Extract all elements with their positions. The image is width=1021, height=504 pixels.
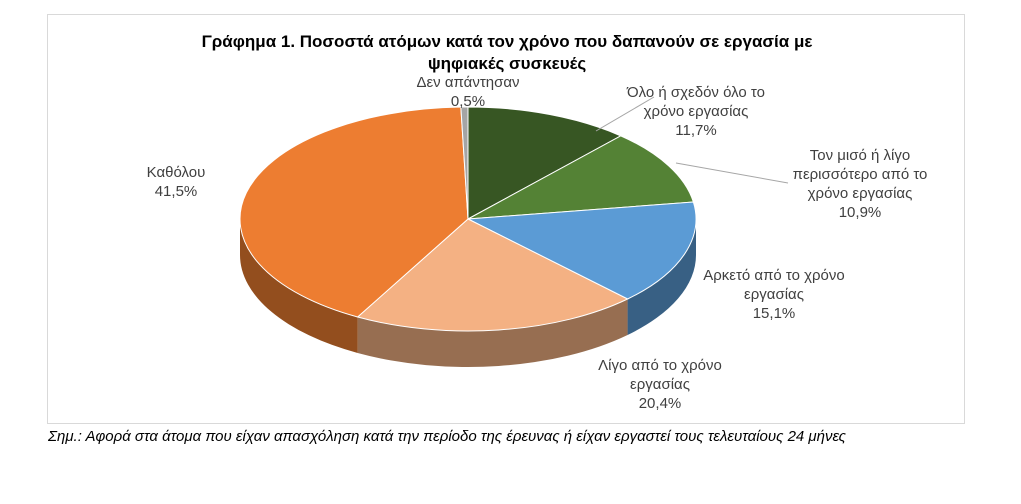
chart-title-line-2: ψηφιακές συσκευές (427, 54, 587, 73)
slice-value-5: 0,5% (451, 93, 485, 110)
pie-slice-side-4 (240, 219, 358, 354)
pie-slice-2 (466, 201, 697, 300)
slice-label-line-0-1: χρόνο εργασίας (644, 103, 749, 120)
slice-label-5: Δεν απάντησαν 0,5% (416, 74, 519, 110)
slice-label-line-1-0: Τον μισό ή λίγο (810, 147, 910, 164)
slice-label-line-1-1: περισσότερο από το (793, 166, 928, 183)
pie-slice-side-2 (627, 219, 696, 335)
pie-chart: Όλο ή σχεδόν όλο το χρόνο εργασίας 11,7% Το… (147, 74, 928, 412)
slice-label-line-1-2: χρόνο εργασίας (808, 185, 913, 202)
slice-label-line-0-0: Όλο ή σχεδόν όλο το (626, 84, 765, 101)
slice-label-line-2-0: Αρκετό από το χρόνο (703, 267, 845, 284)
slice-label-2: Αρκετό από το χρόνο εργασίας 15,1% (703, 267, 845, 322)
slice-value-3: 20,4% (639, 395, 682, 412)
slice-label-line-4-0: Καθόλου (147, 164, 206, 181)
slice-label-line-5-0: Δεν απάντησαν (416, 74, 519, 91)
pie-slice-4 (239, 106, 469, 318)
pie-tops (239, 106, 697, 332)
chart-frame: Γράφημα 1. Ποσοστά ατόμων κατά τον χρόνο… (47, 14, 965, 424)
pie-slice-5 (460, 106, 469, 220)
slice-value-4: 41,5% (155, 183, 198, 200)
pie-slice-1 (467, 135, 695, 220)
slice-label-1: Τον μισό ή λίγο περισσότερο από το χρόνο ε… (793, 147, 928, 221)
slice-label-4: Καθόλου 41,5% (147, 164, 206, 200)
slice-value-0: 11,7% (675, 122, 716, 139)
pie-slice-side-3 (357, 298, 628, 368)
pie-sides (240, 219, 696, 368)
slice-value-2: 15,1% (753, 305, 796, 322)
pie-slice-3 (356, 218, 629, 332)
chart-title-line-1: Γράφημα 1. Ποσοστά ατόμων κατά τον χρόνο… (201, 32, 813, 51)
slice-label-line-2-1: εργασίας (744, 286, 804, 303)
slice-label-0: Όλο ή σχεδόν όλο το χρόνο εργασίας 11,7% (626, 84, 765, 139)
chart-note: Σημ.: Αφορά στα άτομα που είχαν απασχόλη… (48, 428, 846, 445)
leader-line-0 (595, 96, 655, 132)
chart-title: Γράφημα 1. Ποσοστά ατόμων κατά τον χρόνο… (48, 31, 966, 75)
leader-line-1 (675, 162, 789, 184)
slice-value-1: 10,9% (839, 204, 882, 221)
pie-slice-0 (467, 106, 622, 220)
slice-label-line-3-0: Λίγο από το χρόνο (598, 357, 722, 374)
slice-label-line-3-1: εργασίας (630, 376, 690, 393)
slice-label-3: Λίγο από το χρόνο εργασίας 20,4% (598, 357, 722, 412)
